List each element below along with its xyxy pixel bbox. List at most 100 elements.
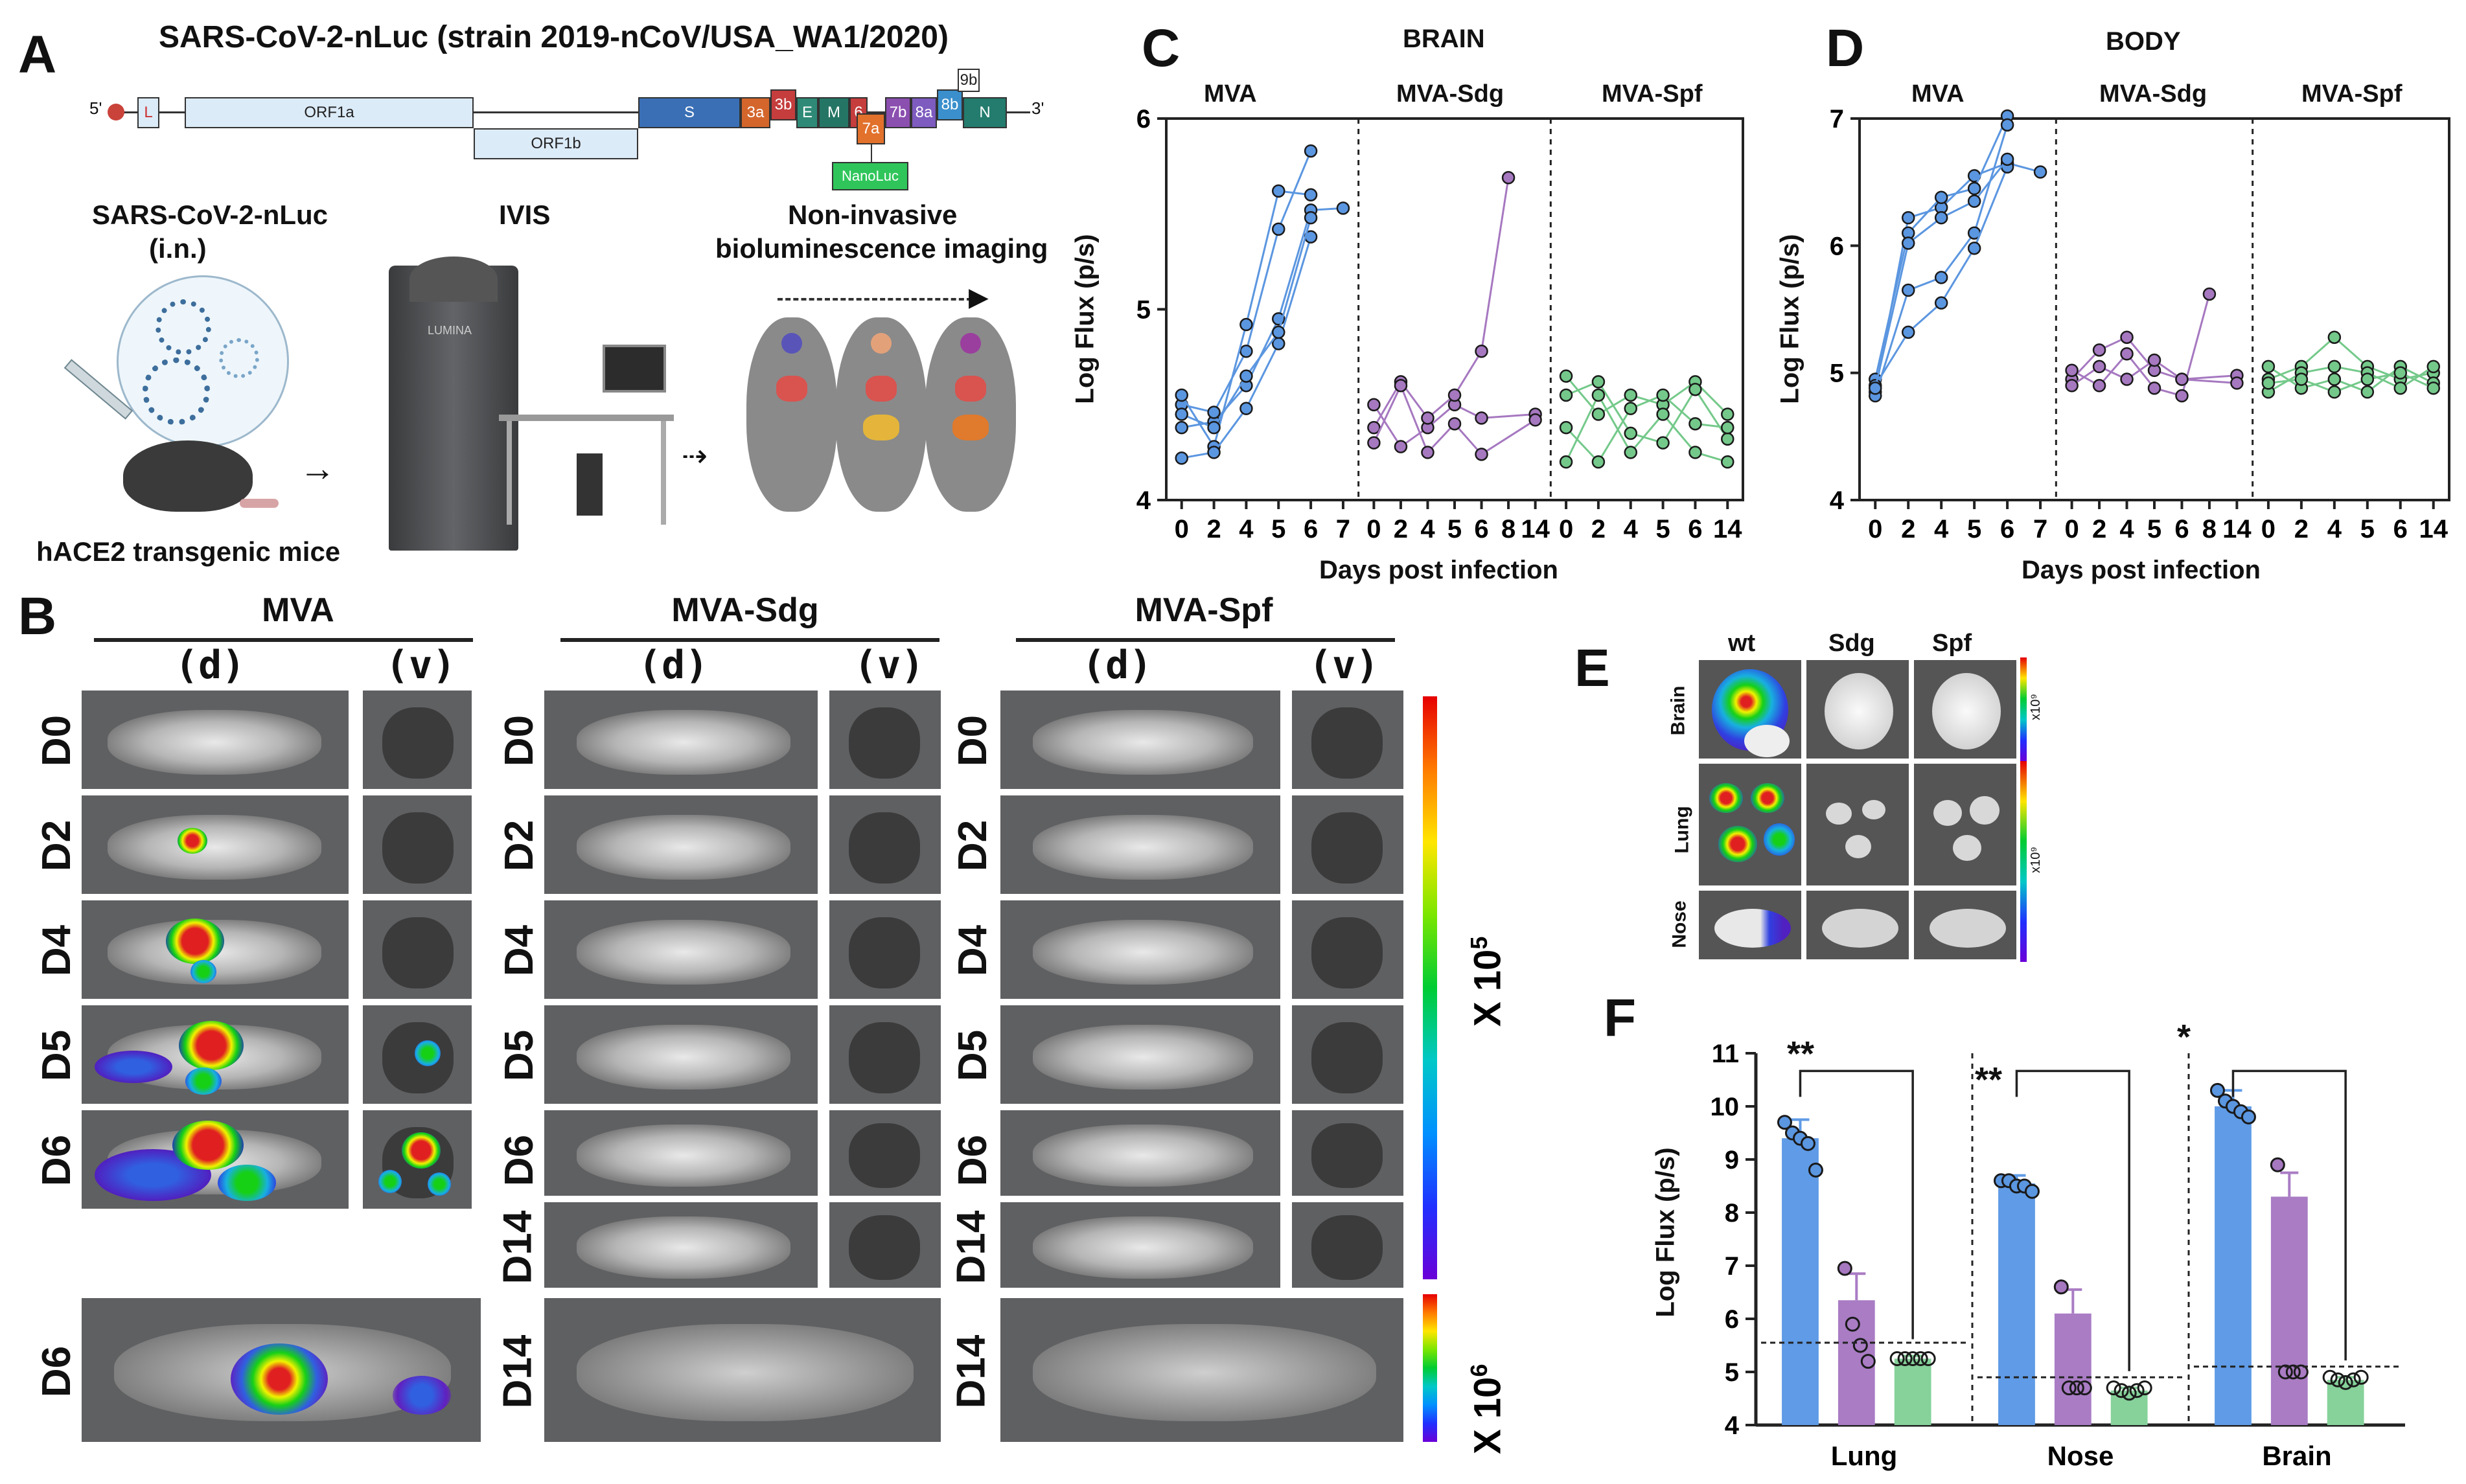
chart-d-data-point — [2147, 363, 2161, 377]
day-label: D14 — [949, 1210, 994, 1284]
chart-d-data-point — [1967, 226, 1981, 240]
chart-d-xtick-label: 2 — [1901, 515, 1915, 543]
chart-f-significance-bracket — [1799, 1069, 1914, 1340]
chart-d-series-line — [2268, 372, 2434, 393]
chart-d-group-mva: MVA — [1911, 80, 1965, 108]
chart-c-data-point — [1207, 420, 1221, 435]
gene-9b: 9b — [958, 69, 980, 92]
chart-c-ytick-label: 5 — [1136, 296, 1151, 325]
chart-d-data-point — [2294, 366, 2309, 380]
lung-signal-icon — [866, 376, 897, 402]
day-label: D2 — [951, 819, 996, 872]
cap-icon — [108, 104, 124, 120]
ivis-image-ventral — [827, 1003, 943, 1106]
chart-d-xtick-label: 14 — [2222, 515, 2252, 543]
chart-d-data-point — [2120, 330, 2134, 344]
chart-c-data-point — [1394, 379, 1408, 393]
chart-f-data-point — [1845, 1316, 1860, 1332]
chart-c-data-point — [1559, 455, 1573, 469]
chart-f-data-point — [2009, 1178, 2024, 1194]
group-header-spf: MVA-Spf — [1135, 591, 1273, 629]
day-label: D0 — [951, 714, 996, 767]
gene-orf1b: ORF1b — [474, 128, 638, 159]
view-ventral: (v) — [854, 643, 925, 688]
colorbar-organ-2-label: x10⁹ — [2028, 847, 2043, 873]
chart-f-data-point — [2353, 1369, 2369, 1385]
chart-d-data-point — [2360, 360, 2375, 374]
gene-l: L — [137, 97, 159, 128]
chart-c-data-point — [1421, 446, 1435, 459]
group-underline — [94, 638, 473, 642]
arrow-to-ivis: → — [299, 448, 336, 488]
chart-d-xtick-label: 0 — [2064, 515, 2079, 543]
chart-c-data-point — [1591, 407, 1606, 421]
chart-d-data-point — [1934, 190, 1948, 204]
panel-label-b: B — [18, 587, 57, 646]
chart-d-data-point — [1869, 379, 1882, 393]
chart-c-group-mva: MVA — [1204, 80, 1257, 108]
gene-m: M — [818, 97, 849, 128]
chart-f-data-point — [1913, 1351, 1928, 1366]
chart-c-data-point — [1688, 382, 1702, 396]
chart-c-xtick-label: 2 — [1206, 515, 1221, 543]
chart-d-xlabel: Days post infection — [2022, 556, 2261, 584]
chart-c-data-point — [1367, 420, 1381, 435]
chart-d-xtick-label: 4 — [2119, 515, 2134, 543]
necropsy-day-label: D14 — [949, 1334, 994, 1409]
chart-c-data-point — [1175, 398, 1188, 411]
ivis-image-ventral — [360, 1003, 474, 1106]
chart-d-data-point — [2175, 372, 2189, 386]
chart-c-data-point — [1272, 312, 1285, 326]
organ-signal-icon — [863, 415, 899, 440]
chart-c-xtick-label: 2 — [1591, 515, 1606, 543]
chart-f-ytick-label: 7 — [1725, 1252, 1739, 1281]
chart-d-data-point — [1934, 296, 1948, 310]
chart-d-ylabel: Log Flux (p/s) — [1775, 234, 1804, 404]
gene-8a: 8a — [911, 97, 937, 128]
chart-f-sig-brain: * — [2177, 1018, 2191, 1056]
chart-c-data-point — [1304, 188, 1318, 202]
chart-d-xtick-label: 5 — [2147, 515, 2161, 543]
chart-c-data-point — [1721, 407, 1734, 421]
chart-f-data-point — [2270, 1157, 2285, 1172]
chart-d-xtick-label: 5 — [2360, 515, 2375, 543]
workstation-icon — [661, 421, 666, 525]
organ-row-lung: Lung — [1671, 806, 1693, 854]
chart-d-data-point — [2000, 109, 2014, 123]
arrow-to-imaging: ⇢ — [682, 439, 708, 474]
chart-f-ytick-label: 11 — [1712, 1040, 1739, 1068]
chart-f-ytick-label: 8 — [1725, 1199, 1739, 1227]
day-label: D4 — [34, 924, 80, 977]
chart-f-ytick-label: 10 — [1711, 1093, 1740, 1121]
chart-f-bar — [1782, 1138, 1819, 1425]
virus-particle-icon — [219, 338, 259, 378]
brain-signal-icon — [871, 333, 892, 354]
ivis-image-ventral — [1289, 688, 1406, 792]
chart-c-data-point — [1207, 405, 1221, 419]
chart-d-data-point — [2000, 152, 2014, 166]
chart-c-xtick-label: 4 — [1239, 515, 1254, 543]
chart-c-data-point — [1559, 420, 1573, 435]
chart-c-ytick-label: 6 — [1136, 105, 1151, 133]
chart-c-series-line — [1181, 150, 1312, 414]
chart-c-xtick-label: 0 — [1175, 515, 1189, 543]
day-label: D5 — [34, 1029, 80, 1082]
chart-d-data-point — [2327, 372, 2342, 386]
chart-c-data-point — [1239, 317, 1253, 332]
chart-d-xtick-label: 2 — [2294, 515, 2309, 543]
chart-d-data-point — [1934, 271, 1948, 284]
ivis-necropsy-image — [79, 1296, 483, 1444]
group-header-sdg: MVA-Sdg — [671, 591, 819, 629]
necropsy-day-label: D14 — [495, 1334, 540, 1409]
mice-label: hACE2 transgenic mice — [36, 536, 341, 567]
chart-c-xtick-label: 6 — [1474, 515, 1488, 543]
chart-d-data-point — [2261, 372, 2276, 386]
organ-col-wt: wt — [1728, 630, 1756, 657]
chart-d-data-point — [2147, 353, 2161, 367]
chart-c-series-line — [1181, 236, 1312, 459]
chart-d-xtick-label: 8 — [2202, 515, 2217, 543]
chart-c-series-line — [1181, 217, 1312, 429]
chart-d-data-point — [1934, 211, 1948, 225]
chart-c-data-point — [1656, 398, 1670, 411]
chart-c-data-point — [1656, 388, 1670, 402]
